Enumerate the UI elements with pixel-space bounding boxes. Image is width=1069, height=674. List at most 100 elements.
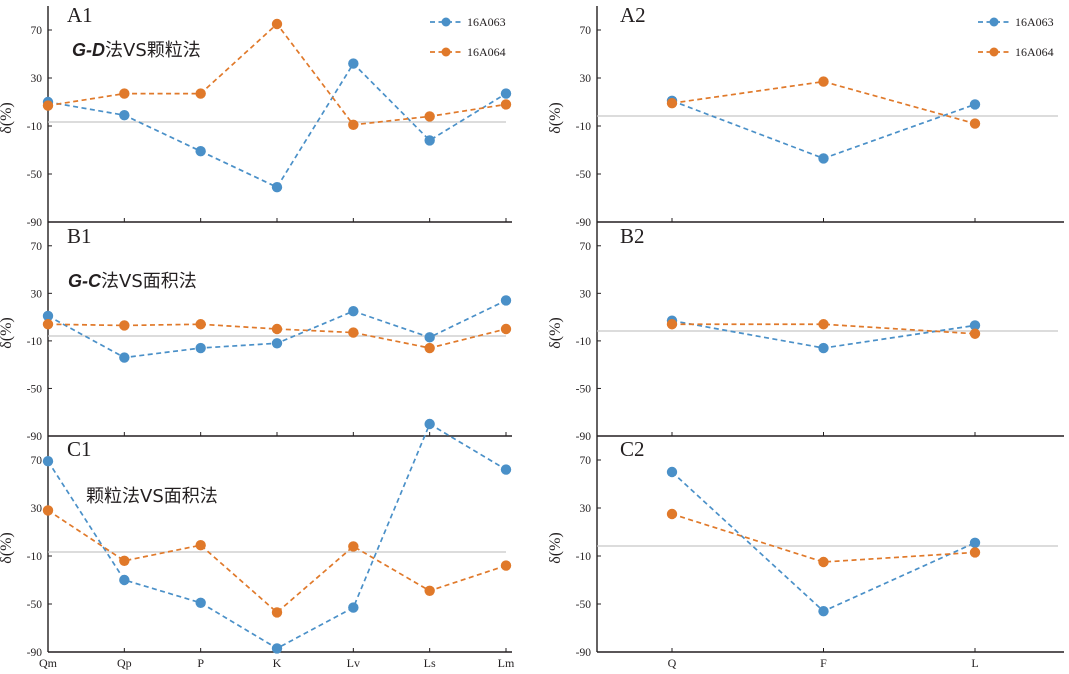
y-tick-label: -10 [576,121,592,133]
x-tick-label: Qp [117,656,132,670]
data-point [424,332,435,343]
y-tick-label: 30 [580,503,592,515]
y-tick-label: -50 [27,169,43,181]
data-point [500,323,512,335]
panel-c1: 70 30 -10 -50 -90 δ(%) C1 颗粒法VS面积法 Qm Qp P K Lv Ls Lm [0,418,515,670]
y-tick-label: 30 [580,288,592,300]
y-tick-label: 70 [580,241,592,253]
data-point [348,602,359,613]
data-point [42,100,54,111]
series-line-16a064 [47,509,507,614]
data-point [969,537,981,548]
data-point [969,99,981,110]
legend-item: 16A063 [978,15,1054,29]
data-point [500,464,512,475]
series-line-16a063 [671,100,976,160]
y-axis-label: δ(%) [0,532,15,564]
panel-label: A2 [620,3,646,27]
annotation-method: G-C [68,271,102,291]
legend-marker [441,47,451,57]
x-tick-label: P [197,656,204,670]
data-point [271,182,283,193]
y-tick-label: -50 [576,169,592,181]
y-tick-label: -50 [27,599,43,611]
panel-label: C2 [620,437,645,461]
data-point [119,88,130,99]
y-tick-label: -90 [27,431,43,443]
data-point [195,146,206,157]
data-point [969,328,981,339]
data-point [195,597,206,608]
y-tick-label: -10 [27,336,43,348]
panel-annotation: G-C法VS面积法 [68,271,197,292]
x-tick-label: Q [668,656,677,670]
data-point [119,110,130,121]
panel-annotation: 颗粒法VS面积法 [86,486,218,507]
panel-label: C1 [67,437,92,461]
y-tick-label: -50 [576,599,592,611]
legend-label: 16A064 [467,45,506,59]
data-point [42,456,54,467]
data-point [195,319,206,330]
annotation-text: 法VS面积法 [101,271,197,292]
data-point [195,342,206,354]
panel-b1: 70 30 -10 -50 -90 δ(%) B1 G-C法VS面积法 [0,222,512,443]
data-point [500,295,512,306]
data-point [42,310,54,322]
panel-label: A1 [67,3,93,27]
y-tick-label: 30 [31,73,43,85]
legend-marker [989,47,999,57]
data-point [42,505,54,516]
panel-annotation: G-D法VS颗粒法 [72,40,201,61]
panel-label: B1 [67,224,92,248]
y-tick-label: 70 [31,241,43,253]
data-point [424,418,435,430]
data-point [424,585,435,596]
data-point [969,547,981,558]
legend-marker [441,17,451,27]
legend-label: 16A064 [1015,45,1054,59]
x-tick-label: K [273,656,282,670]
y-tick-label: -90 [576,647,592,659]
series-line-16a063 [47,62,507,189]
data-point [348,327,359,338]
data-point [271,338,283,349]
data-point [818,342,829,354]
y-tick-label: 70 [580,455,592,467]
x-tick-label: Lv [347,656,360,670]
series-line-16a064 [671,513,976,563]
data-point [119,352,130,363]
data-point [500,88,512,99]
legend-item: 16A064 [978,45,1054,59]
panel-a2: 70 30 -10 -50 -90 δ(%) A2 16A063 16A064 [547,3,1064,229]
y-axis-label: δ(%) [0,317,15,349]
data-point [271,323,283,335]
y-tick-label: 30 [31,288,43,300]
annotation-text: 法VS颗粒法 [105,40,201,61]
y-tick-label: 70 [31,25,43,37]
data-point [424,342,435,354]
data-point [195,88,206,99]
annotation-method: G-D [72,40,105,60]
y-axis-label: δ(%) [547,532,564,564]
data-point [666,508,678,520]
panel-b2: 70 30 -10 -50 -90 δ(%) B2 [547,222,1064,443]
data-point [348,119,359,130]
data-point [500,99,512,110]
data-point [818,76,829,87]
data-point [348,305,359,317]
y-tick-label: -90 [27,217,43,229]
x-tick-label: Ls [424,656,436,670]
data-point [424,111,435,122]
data-point [271,18,283,30]
legend-item: 16A064 [430,45,506,59]
data-point [119,555,130,566]
y-axis-label: δ(%) [0,102,15,134]
data-point [666,319,678,330]
data-point [818,606,829,617]
panel-c2: 70 30 -10 -50 -90 δ(%) C2 Q F L [547,436,1064,670]
series-line-16a064 [671,80,976,125]
legend-label: 16A063 [1015,15,1054,29]
data-point [119,320,130,331]
